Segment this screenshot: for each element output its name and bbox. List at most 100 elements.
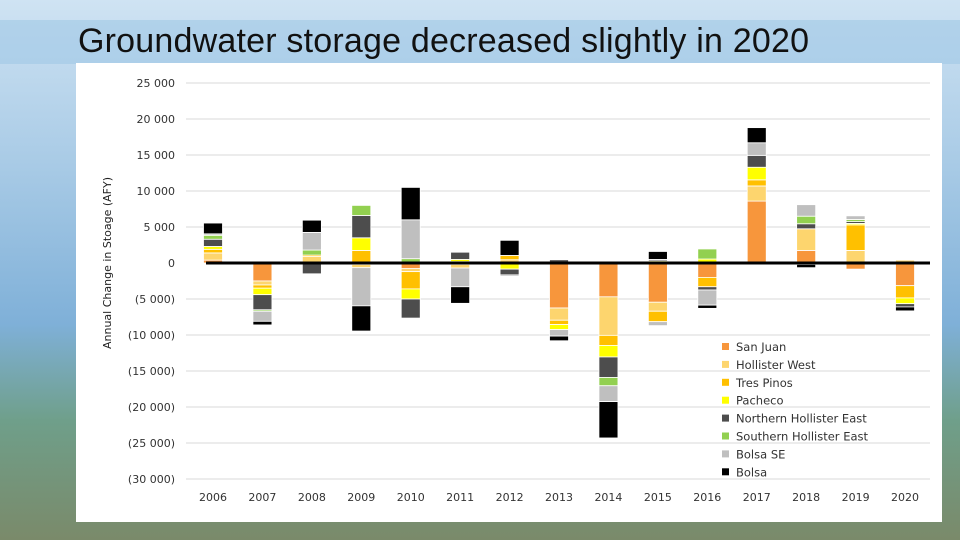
legend-swatch	[722, 468, 729, 476]
legend-label: Hollister West	[736, 358, 816, 372]
bar-segment-tres-pinos	[400, 271, 421, 290]
bar-segment-tres-pinos	[697, 276, 718, 288]
bar-segment-bolsa	[301, 219, 322, 233]
x-tick-label: 2006	[199, 491, 227, 504]
bar-segment-pacheco	[252, 287, 273, 296]
bar-segment-bolsa-se	[845, 215, 866, 220]
bar-segment-bolsa-se	[400, 219, 421, 260]
bar-segment-tres-pinos	[746, 179, 767, 187]
x-tick-label: 2014	[594, 491, 622, 504]
x-tick-label: 2019	[842, 491, 870, 504]
bar-segment-northern-hollister-east	[450, 251, 471, 260]
bar-segment-san-juan	[647, 262, 668, 303]
bar-segment-northern-hollister-east	[400, 298, 421, 319]
bar-segment-pacheco	[895, 297, 915, 305]
y-tick-label: (5 000)	[135, 293, 175, 306]
bar-segment-bolsa	[796, 264, 817, 269]
y-tick-label: (30 000)	[128, 473, 175, 486]
bar-segment-northern-hollister-east	[895, 303, 915, 308]
x-tick-label: 2010	[397, 491, 425, 504]
bar-segment-san-juan	[746, 200, 767, 264]
y-tick-label: (25 000)	[128, 437, 175, 450]
legend-label: Southern Hollister East	[736, 430, 868, 444]
bar-segment-pacheco	[400, 288, 421, 300]
bar-segment-northern-hollister-east	[499, 268, 520, 276]
bar-segment-hollister-west	[647, 301, 668, 312]
bar-segment-san-juan	[697, 262, 718, 278]
y-tick-label: 0	[168, 257, 175, 270]
bar-segment-northern-hollister-east	[598, 356, 619, 378]
bar-segment-pacheco	[746, 166, 767, 181]
legend-swatch	[722, 450, 729, 458]
bar-segment-hollister-west	[450, 264, 471, 269]
bar-segment-bolsa	[895, 306, 915, 312]
bar-segment-tres-pinos	[549, 319, 569, 325]
legend-label: Bolsa SE	[736, 447, 785, 461]
bar-segment-bolsa	[400, 186, 421, 221]
bar-segment-southern-hollister-east	[796, 215, 817, 225]
legend-swatch	[722, 360, 729, 368]
legend-label: Tres Pinos	[735, 376, 793, 390]
bar-segment-san-juan	[895, 262, 915, 287]
bar-segment-hollister-west	[845, 249, 866, 264]
x-tick-label: 2012	[496, 491, 524, 504]
legend-swatch	[722, 414, 729, 422]
bar-segment-san-juan	[796, 249, 817, 264]
y-tick-label: 15 000	[137, 149, 176, 162]
bar-segment-san-juan	[598, 262, 619, 298]
bar-segment-northern-hollister-east	[301, 262, 322, 275]
bar-segment-bolsa-se	[499, 274, 520, 277]
bar-segment-san-juan	[549, 262, 569, 309]
bar-segment-southern-hollister-east	[301, 249, 322, 256]
bar-segment-bolsa	[598, 401, 619, 439]
bar-segment-tres-pinos	[647, 310, 668, 323]
y-tick-label: (10 000)	[128, 329, 175, 342]
bar-segment-bolsa	[697, 304, 718, 309]
bar-segment-northern-hollister-east	[697, 286, 718, 291]
bar-segment-southern-hollister-east	[203, 234, 223, 240]
bar-segment-bolsa	[499, 239, 520, 256]
bar-segment-bolsa	[252, 320, 273, 326]
bar-segment-tres-pinos	[845, 224, 866, 251]
legend-label: Pacheco	[736, 394, 784, 408]
bar-segment-northern-hollister-east	[203, 238, 223, 247]
bar-segment-northern-hollister-east	[796, 223, 817, 230]
bar-segment-northern-hollister-east	[746, 154, 767, 168]
x-tick-label: 2013	[545, 491, 573, 504]
bar-segment-bolsa-se	[697, 289, 718, 306]
y-tick-label: 5 000	[144, 221, 176, 234]
bar-segment-tres-pinos	[598, 334, 619, 346]
y-tick-label: 10 000	[137, 185, 176, 198]
y-tick-label: 20 000	[137, 113, 176, 126]
x-tick-label: 2007	[248, 491, 276, 504]
bar-segment-bolsa-se	[351, 267, 372, 307]
x-tick-label: 2020	[891, 491, 919, 504]
bar-segment-bolsa-se	[252, 310, 273, 322]
bar-segment-pacheco	[203, 246, 223, 250]
y-tick-label: (20 000)	[128, 401, 175, 414]
bar-segment-bolsa-se	[746, 142, 767, 156]
bar-segment-hollister-west	[351, 264, 372, 269]
bar-segment-bolsa	[203, 222, 223, 235]
y-tick-label: 25 000	[137, 77, 176, 90]
slide-title: Groundwater storage decreased slightly i…	[78, 22, 810, 60]
bar-segment-hollister-west	[598, 296, 619, 336]
bar-segment-tres-pinos	[351, 249, 372, 264]
bar-segment-bolsa	[450, 286, 471, 304]
x-tick-label: 2011	[446, 491, 474, 504]
y-tick-label: (15 000)	[128, 365, 175, 378]
bar-segment-bolsa-se	[549, 329, 569, 337]
bar-segment-northern-hollister-east	[252, 294, 273, 311]
bar-segment-bolsa	[351, 305, 372, 332]
x-tick-label: 2016	[693, 491, 721, 504]
x-tick-label: 2018	[792, 491, 820, 504]
legend-label: Northern Hollister East	[736, 412, 867, 426]
x-tick-label: 2015	[644, 491, 672, 504]
bar-segment-hollister-west	[252, 280, 273, 286]
legend-swatch	[722, 378, 729, 386]
chart-panel	[76, 63, 942, 522]
x-tick-label: 2009	[347, 491, 375, 504]
bar-segment-pacheco	[598, 345, 619, 358]
bar-segment-bolsa	[647, 251, 668, 260]
